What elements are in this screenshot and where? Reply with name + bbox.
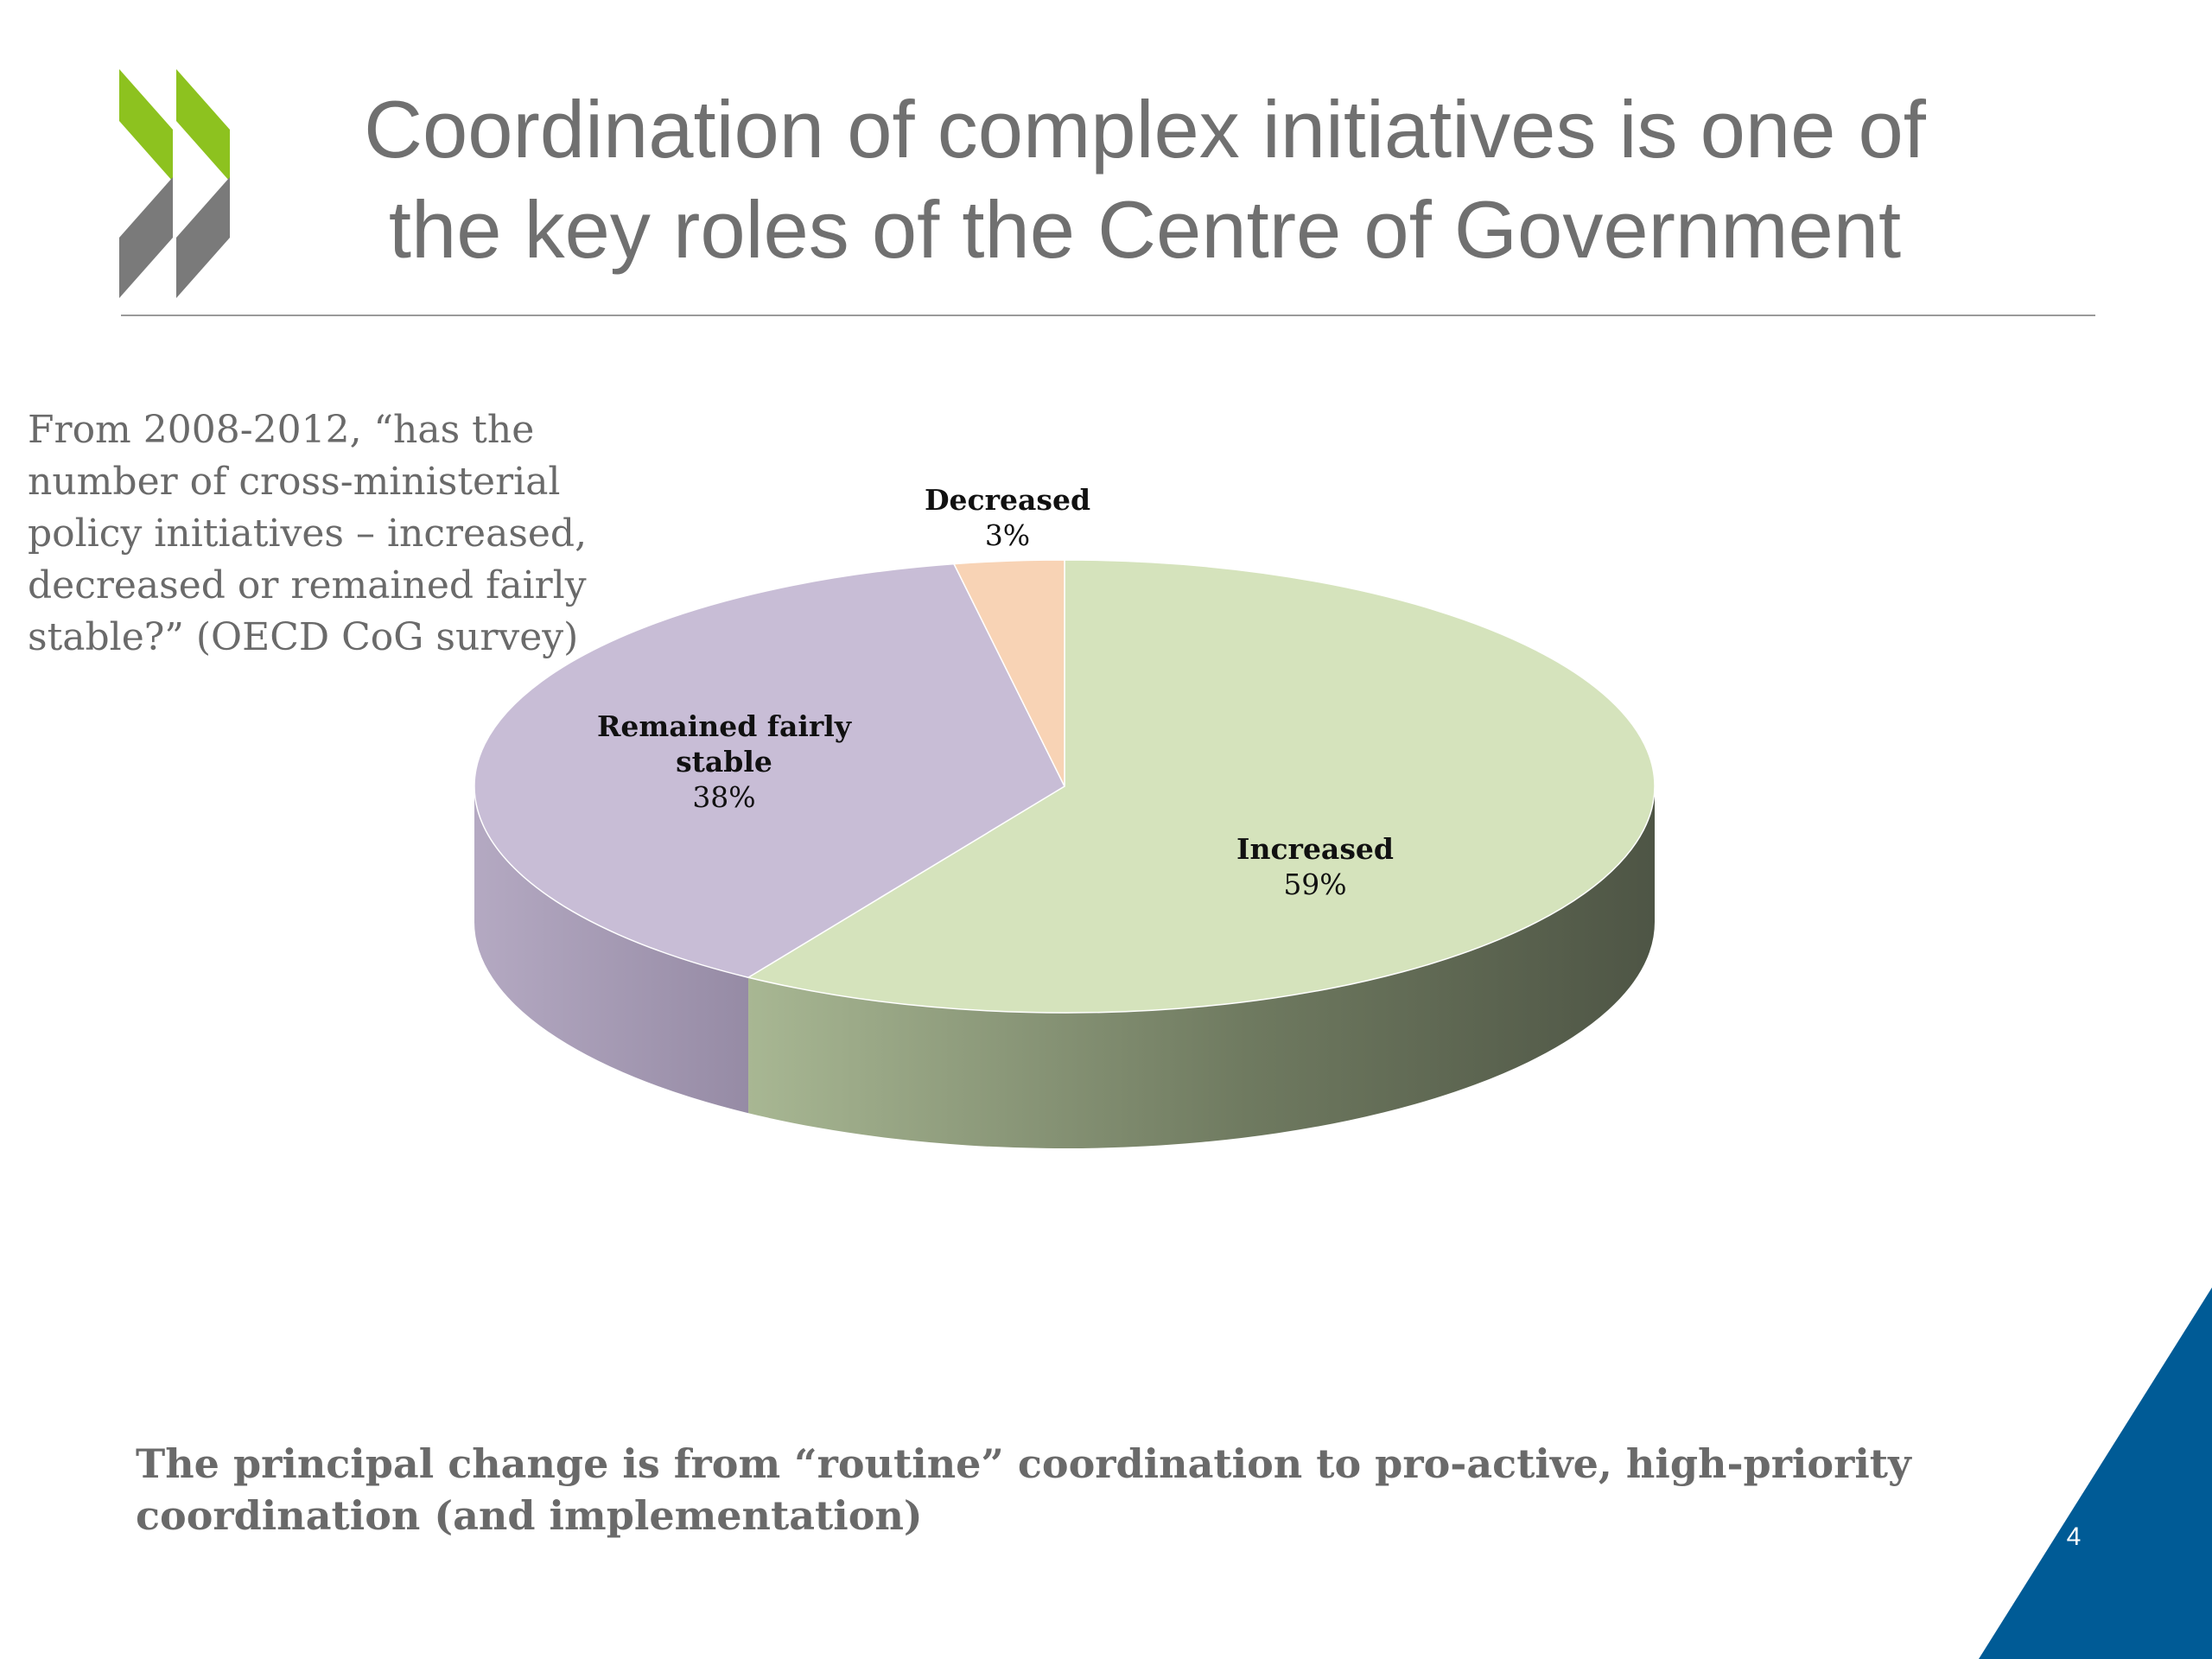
slice-percent: 59% xyxy=(1283,868,1347,901)
slide-title: Coordination of complex initiatives is o… xyxy=(285,79,2005,280)
key-takeaway: The principal change is from “routine” c… xyxy=(136,1438,2037,1541)
pie-slice-increased xyxy=(747,559,1656,1014)
slice-label-decreased: Decreased 3% xyxy=(826,482,1189,553)
slice-name: Increased xyxy=(1236,832,1394,866)
slice-percent: 38% xyxy=(692,780,756,814)
survey-question: From 2008-2012, “has the number of cross… xyxy=(28,404,615,664)
takeaway-line: coordination (and implementation) xyxy=(136,1492,923,1539)
slice-percent: 3% xyxy=(984,518,1031,552)
question-line: stable?” (OECD CoG survey) xyxy=(28,615,579,659)
title-line: the key roles of the Centre of Governmen… xyxy=(388,184,1902,275)
slice-label-remained-fairly-stable: Remained fairly stable 38% xyxy=(543,709,906,815)
pie-side-remained-fairly-stable xyxy=(474,786,749,1114)
oecd-logo-icon xyxy=(119,69,230,298)
title-divider xyxy=(121,315,2095,316)
pie-side-increased xyxy=(748,786,1655,1148)
slice-name: Decreased xyxy=(924,483,1091,517)
question-line: From 2008-2012, “has the xyxy=(28,408,535,452)
pie-slice-decreased xyxy=(952,559,1065,787)
slice-label-increased: Increased 59% xyxy=(1134,831,1497,902)
title-line: Coordination of complex initiatives is o… xyxy=(364,84,1926,175)
question-line: number of cross-ministerial xyxy=(28,460,561,504)
pie-slice-remained-fairly-stable xyxy=(474,563,1065,979)
slice-name: stable xyxy=(676,745,772,779)
question-line: policy initiatives – increased, xyxy=(28,512,588,556)
slice-name: Remained fairly xyxy=(596,709,852,743)
question-line: decreased or remained fairly xyxy=(28,563,587,607)
page-number: 4 xyxy=(2066,1522,2082,1551)
takeaway-line: The principal change is from “routine” c… xyxy=(136,1440,1911,1487)
